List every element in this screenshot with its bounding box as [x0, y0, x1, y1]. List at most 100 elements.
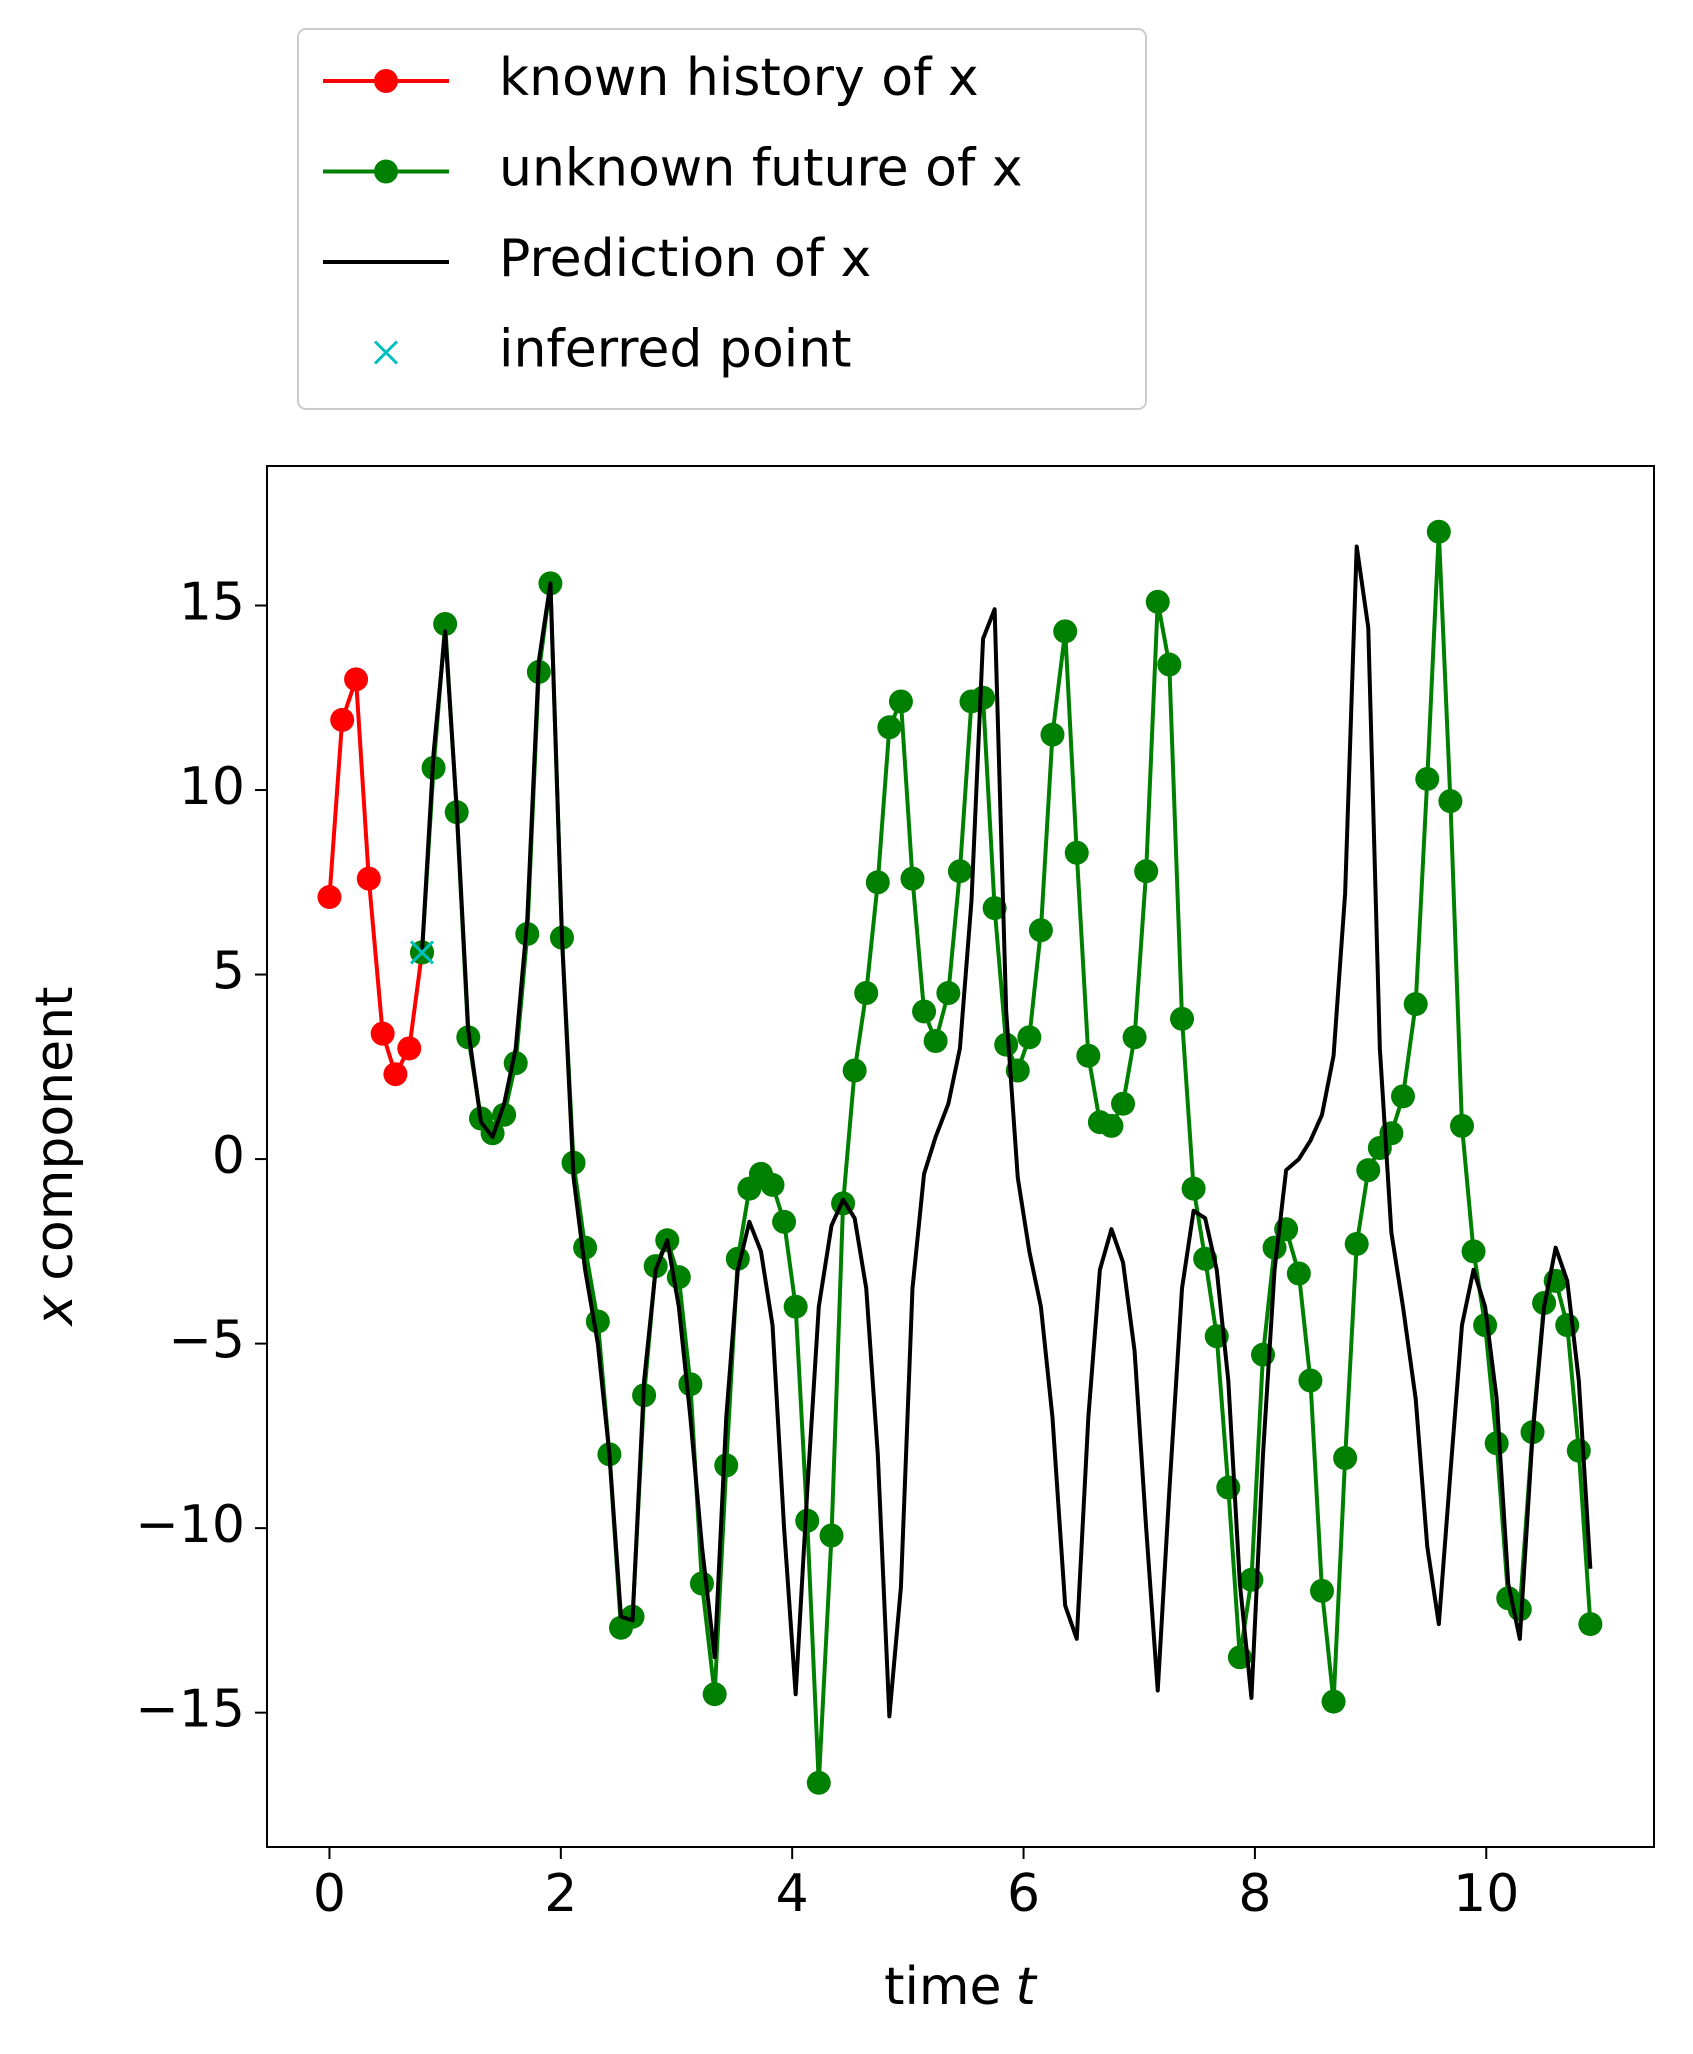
- point: [573, 1235, 598, 1260]
- legend-label: unknown future of x: [499, 139, 1023, 199]
- point: [585, 1309, 610, 1334]
- point: [854, 981, 879, 1006]
- point: [1017, 1025, 1042, 1050]
- point: [1111, 1091, 1136, 1116]
- legend-marker: [374, 159, 398, 184]
- point: [772, 1209, 797, 1234]
- x-marker: [373, 340, 399, 365]
- point: [783, 1294, 808, 1319]
- y-tick-label: −10: [135, 1495, 245, 1555]
- point: [330, 707, 355, 732]
- x-axis-label: time t: [884, 1957, 1037, 2017]
- point: [1438, 789, 1463, 814]
- point: [1181, 1176, 1206, 1201]
- x-label-var: t: [1016, 1957, 1038, 2017]
- legend-frame: [297, 28, 1147, 410]
- point: [1578, 1612, 1603, 1637]
- point: [982, 896, 1007, 921]
- point: [1145, 589, 1170, 614]
- point: [1099, 1113, 1124, 1138]
- point: [370, 1021, 395, 1046]
- legend-marker: [374, 69, 398, 93]
- x-tick-label: 6: [1007, 1864, 1040, 1924]
- point: [947, 859, 972, 884]
- point: [1333, 1446, 1358, 1471]
- point: [356, 866, 381, 891]
- x-tick-label: 8: [1238, 1864, 1271, 1924]
- point: [1426, 519, 1451, 544]
- point: [678, 1372, 703, 1397]
- x-tick-label: 4: [776, 1864, 809, 1924]
- point: [1566, 1438, 1591, 1463]
- y-tick-label: −15: [135, 1680, 245, 1740]
- y-tick-label: 15: [179, 573, 245, 633]
- y-axis-label: x component: [25, 987, 85, 1328]
- point: [806, 1770, 831, 1795]
- legend-label: inferred point: [499, 320, 852, 380]
- point: [714, 1453, 739, 1478]
- point: [1286, 1261, 1311, 1286]
- point: [936, 981, 961, 1006]
- point: [819, 1523, 844, 1548]
- point: [877, 715, 902, 740]
- point: [702, 1682, 727, 1707]
- point: [1449, 1113, 1474, 1138]
- point: [1555, 1313, 1580, 1338]
- point: [1239, 1567, 1264, 1592]
- point: [994, 1032, 1019, 1057]
- point: [1356, 1158, 1381, 1183]
- series: [409, 940, 435, 965]
- point: [1028, 918, 1053, 943]
- point: [383, 1062, 408, 1087]
- x-label-text: time: [884, 1957, 1001, 2017]
- point: [397, 1036, 422, 1061]
- point: [433, 611, 458, 636]
- point: [1134, 859, 1159, 884]
- series: [420, 544, 1593, 1719]
- point: [1390, 1084, 1415, 1109]
- point: [1461, 1239, 1486, 1264]
- x-marker: [409, 940, 435, 965]
- point: [760, 1172, 785, 1197]
- point: [912, 999, 937, 1024]
- point: [900, 866, 925, 891]
- point: [842, 1058, 867, 1083]
- point: [971, 685, 996, 710]
- legend-label: known history of x: [499, 48, 979, 108]
- series-line: [420, 544, 1593, 1719]
- series: [317, 667, 435, 1087]
- legend: known history of x unknown future of x Pre…: [297, 28, 1147, 410]
- y-tick-label: 0: [212, 1126, 245, 1186]
- point: [1064, 840, 1089, 865]
- point: [865, 870, 890, 895]
- point: [1344, 1231, 1369, 1256]
- y-tick-label: −5: [168, 1311, 245, 1371]
- y-tick-label: 10: [179, 757, 245, 817]
- point: [1484, 1431, 1509, 1456]
- point: [317, 885, 342, 910]
- series: [410, 519, 1603, 1795]
- point: [888, 689, 913, 714]
- x-tick-label: 2: [544, 1864, 577, 1924]
- point: [1076, 1043, 1101, 1068]
- point: [1040, 722, 1065, 747]
- point: [1157, 652, 1182, 677]
- series-line: [420, 529, 1593, 1785]
- point: [1053, 619, 1078, 644]
- point: [344, 667, 369, 692]
- point: [1321, 1689, 1346, 1714]
- point: [1403, 992, 1428, 1017]
- point: [1122, 1025, 1147, 1050]
- x-tick-label: 0: [313, 1864, 346, 1924]
- point: [689, 1571, 714, 1596]
- point: [1309, 1578, 1334, 1603]
- y-label-text: component: [25, 987, 85, 1281]
- point: [1415, 766, 1440, 791]
- point: [1262, 1235, 1287, 1260]
- point: [1473, 1313, 1498, 1338]
- point: [1170, 1006, 1195, 1031]
- y-tick-label: 5: [212, 942, 245, 1002]
- x-tick-label: 10: [1453, 1864, 1519, 1924]
- point: [923, 1028, 948, 1053]
